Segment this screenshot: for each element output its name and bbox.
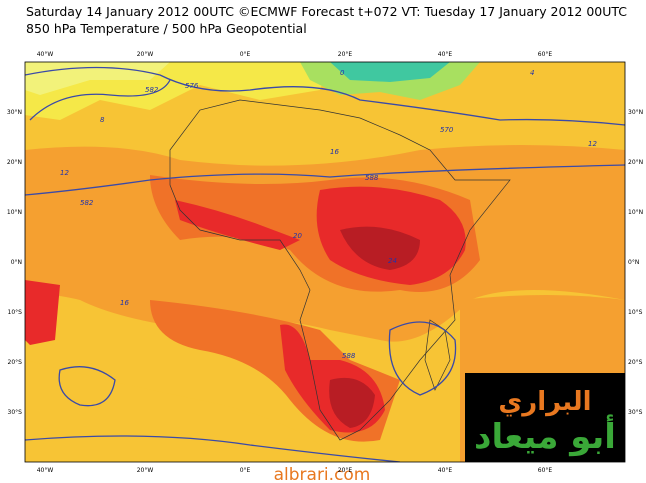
contour-label: 16 — [120, 299, 129, 307]
contour-label: 12 — [588, 140, 597, 148]
lat-label: 20°N — [7, 159, 22, 166]
footer-url: albrari.com — [274, 465, 371, 483]
header-line2: 850 hPa Temperature / 500 hPa Geopotenti… — [26, 21, 307, 36]
lat-label: 0°N — [628, 259, 639, 266]
contour-label: 12 — [60, 169, 69, 177]
contour-label: 582 — [80, 199, 94, 207]
lat-label: 30°S — [8, 409, 23, 416]
contour-label: 24 — [388, 257, 397, 265]
lat-label: 10°S — [628, 309, 643, 316]
lat-label: 20°S — [628, 359, 643, 366]
lat-label: 30°N — [628, 109, 643, 116]
lat-label: 10°S — [8, 309, 23, 316]
contour-label: 4 — [530, 69, 534, 77]
lat-label: 30°N — [7, 109, 22, 116]
logo-box — [465, 373, 625, 462]
lon-label: 40°E — [438, 467, 453, 474]
map-frame — [24, 61, 626, 463]
lat-label: 20°N — [628, 159, 643, 166]
lon-label: 40°W — [37, 467, 54, 474]
contour-label: 588 — [365, 174, 379, 182]
lat-label: 0°N — [11, 259, 22, 266]
lon-label: 40°W — [37, 51, 54, 58]
logo-line2: أبو ميعاد — [474, 414, 616, 457]
contour-label: 8 — [100, 116, 105, 124]
lat-label: 30°S — [628, 409, 643, 416]
logo-line1: البراري — [498, 387, 591, 417]
header-line1: Saturday 14 January 2012 00UTC ©ECMWF Fo… — [26, 4, 627, 19]
contour-label: 20 — [293, 232, 302, 240]
lon-label: 0°E — [240, 467, 251, 474]
contour-label: 16 — [330, 148, 339, 156]
lon-label: 20°E — [338, 467, 353, 474]
contour-label: 582 — [145, 86, 159, 94]
contour-label: 576 — [185, 82, 199, 90]
contour-label: 570 — [440, 126, 454, 134]
lat-label: 10°N — [628, 209, 643, 216]
contour-label: 588 — [342, 352, 356, 360]
lon-label: 20°W — [137, 467, 154, 474]
map-field — [25, 62, 625, 462]
contour-label: 0 — [340, 69, 345, 77]
lat-label: 10°N — [7, 209, 22, 216]
lon-label: 60°E — [538, 51, 553, 58]
lon-label: 40°E — [438, 51, 453, 58]
lon-label: 0°E — [240, 51, 251, 58]
lon-label: 20°E — [338, 51, 353, 58]
lat-label: 20°S — [8, 359, 23, 366]
lon-label: 20°W — [137, 51, 154, 58]
lon-label: 60°E — [538, 467, 553, 474]
